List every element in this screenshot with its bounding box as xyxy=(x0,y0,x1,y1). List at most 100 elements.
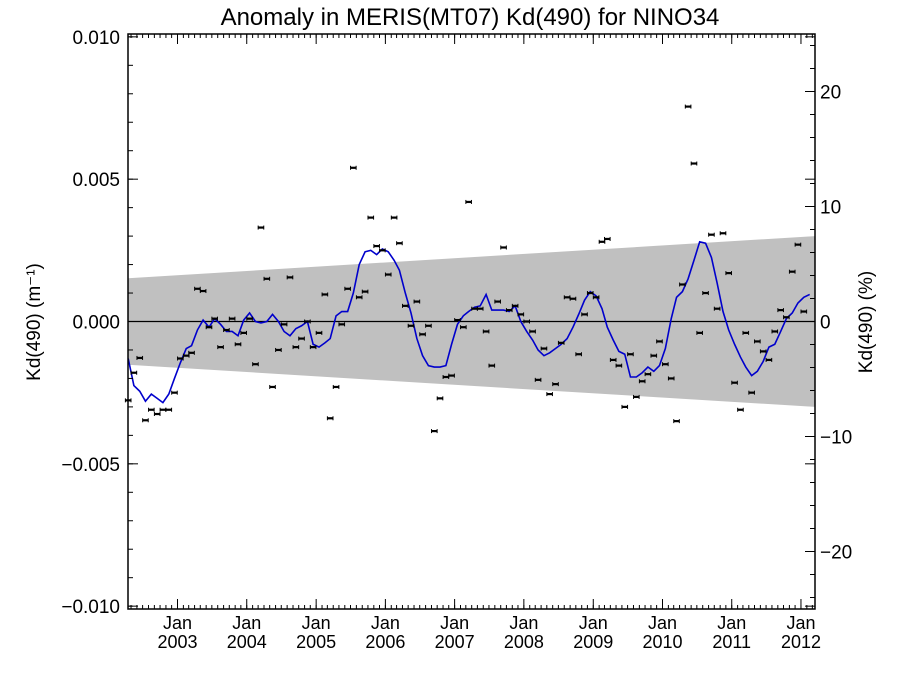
data-point xyxy=(771,329,779,334)
data-point xyxy=(731,380,738,385)
data-point xyxy=(402,303,409,308)
data-point xyxy=(275,347,282,352)
data-point xyxy=(696,330,703,335)
data-point xyxy=(257,225,265,230)
data-point xyxy=(228,316,236,321)
data-point xyxy=(476,306,484,311)
data-point xyxy=(552,382,559,387)
data-point xyxy=(684,104,692,109)
y-axis-label-left: Kd(490) (m⁻¹) xyxy=(24,263,45,381)
data-point xyxy=(234,342,242,347)
data-point xyxy=(171,390,178,395)
y-tick-label-right: 10 xyxy=(820,198,841,219)
data-point xyxy=(505,308,513,313)
data-point xyxy=(315,330,323,335)
data-point xyxy=(292,345,300,350)
data-point xyxy=(217,345,224,350)
data-point xyxy=(783,315,790,320)
data-point xyxy=(633,394,640,399)
x-tick-label-year: 2005 xyxy=(296,632,336,652)
data-point xyxy=(136,355,144,360)
data-point xyxy=(460,325,467,330)
data-point xyxy=(719,231,727,236)
data-points-layer xyxy=(124,104,808,434)
data-point xyxy=(373,244,380,249)
y-tick-label-right: −10 xyxy=(820,428,852,449)
data-point xyxy=(569,296,577,301)
data-point xyxy=(534,377,542,382)
data-point xyxy=(344,286,351,291)
data-point xyxy=(777,308,784,313)
x-tick-label-month: Jan xyxy=(371,613,400,633)
data-point xyxy=(708,232,715,237)
data-point xyxy=(748,390,755,395)
data-point xyxy=(396,241,403,246)
x-tick-label-month: Jan xyxy=(163,613,192,633)
x-tick-label-month: Jan xyxy=(302,613,331,633)
x-tick-label-year: 2010 xyxy=(642,632,682,652)
data-point xyxy=(263,276,271,281)
smoothed-anomaly-line xyxy=(127,240,811,404)
x-tick-label-year: 2011 xyxy=(712,632,751,652)
data-point xyxy=(205,325,213,330)
y-tick-label-left: 0.010 xyxy=(72,28,120,49)
data-point xyxy=(407,323,415,328)
x-tick-label-year: 2004 xyxy=(227,632,267,652)
data-point xyxy=(540,346,548,351)
data-point xyxy=(742,330,750,335)
data-point xyxy=(436,396,444,401)
smoothed-line-layer xyxy=(127,240,811,404)
data-point xyxy=(252,362,259,367)
data-point xyxy=(557,340,565,345)
data-point xyxy=(511,303,519,308)
axes-layer: 0.0100.0050.000−0.005−0.01020100−10−20Ja… xyxy=(61,28,852,652)
data-point xyxy=(465,199,472,204)
data-point xyxy=(454,318,461,323)
data-point xyxy=(142,418,149,423)
data-point xyxy=(725,271,732,276)
data-point xyxy=(153,412,161,417)
data-point xyxy=(494,299,501,304)
data-point xyxy=(794,242,802,247)
data-point xyxy=(673,419,680,424)
data-point xyxy=(615,363,623,368)
data-point xyxy=(627,352,634,357)
data-point xyxy=(326,416,334,421)
data-point xyxy=(529,329,536,334)
data-point xyxy=(448,373,455,378)
data-point xyxy=(690,161,698,166)
data-point xyxy=(517,312,525,317)
data-point xyxy=(644,372,652,377)
data-point xyxy=(425,323,432,328)
data-point xyxy=(367,215,375,220)
data-point xyxy=(598,239,606,244)
data-point xyxy=(159,407,167,412)
data-point xyxy=(656,339,663,344)
data-point xyxy=(800,309,808,314)
data-point xyxy=(604,236,611,241)
x-tick-label-year: 2007 xyxy=(435,632,475,652)
data-point xyxy=(379,248,386,253)
data-point xyxy=(384,272,392,277)
y-tick-label-right: 20 xyxy=(820,83,841,104)
data-point xyxy=(523,319,530,324)
data-point xyxy=(361,289,369,294)
y-tick-label-left: 0.000 xyxy=(72,313,120,334)
x-tick-label-year: 2012 xyxy=(781,632,821,652)
data-point xyxy=(413,299,421,304)
x-tick-label-month: Jan xyxy=(440,613,469,633)
data-point xyxy=(419,332,426,337)
x-tick-label-year: 2003 xyxy=(157,632,197,652)
data-point xyxy=(355,295,363,300)
x-tick-label-month: Jan xyxy=(648,613,677,633)
x-tick-label-year: 2006 xyxy=(365,632,405,652)
data-point xyxy=(188,350,195,355)
data-point xyxy=(482,329,490,334)
data-point xyxy=(223,328,230,333)
data-point xyxy=(165,407,173,412)
data-point xyxy=(702,291,709,296)
data-point xyxy=(130,370,138,375)
data-point xyxy=(298,336,305,341)
y-tick-label-left: 0.005 xyxy=(72,170,120,191)
data-point xyxy=(759,349,767,354)
